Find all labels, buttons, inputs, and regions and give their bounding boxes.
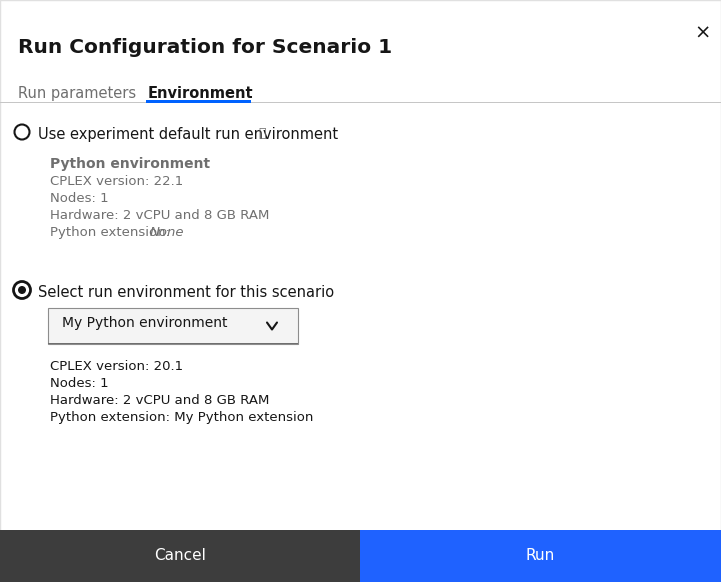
Text: Run: Run <box>526 548 555 563</box>
Text: ⓘ: ⓘ <box>258 127 265 140</box>
Text: ×: × <box>695 24 711 43</box>
Text: Python extension:: Python extension: <box>50 226 174 239</box>
Bar <box>48 343 298 344</box>
Circle shape <box>14 282 30 299</box>
Bar <box>146 100 251 103</box>
Text: Python environment: Python environment <box>50 157 210 171</box>
Text: Hardware: 2 vCPU and 8 GB RAM: Hardware: 2 vCPU and 8 GB RAM <box>50 394 270 407</box>
Bar <box>360 530 721 582</box>
Bar <box>0 102 721 103</box>
Text: Select run environment for this scenario: Select run environment for this scenario <box>38 285 334 300</box>
Text: Environment: Environment <box>148 86 254 101</box>
Circle shape <box>18 286 26 294</box>
Bar <box>48 308 298 344</box>
Text: Run parameters: Run parameters <box>18 86 136 101</box>
Text: My Python environment: My Python environment <box>62 316 228 330</box>
Text: Cancel: Cancel <box>154 548 206 563</box>
Text: Python extension: My Python extension: Python extension: My Python extension <box>50 411 314 424</box>
Text: Nodes: 1: Nodes: 1 <box>50 377 109 390</box>
Text: Nodes: 1: Nodes: 1 <box>50 192 109 205</box>
Text: CPLEX version: 22.1: CPLEX version: 22.1 <box>50 175 183 188</box>
Text: Hardware: 2 vCPU and 8 GB RAM: Hardware: 2 vCPU and 8 GB RAM <box>50 209 270 222</box>
Text: CPLEX version: 20.1: CPLEX version: 20.1 <box>50 360 183 373</box>
Text: None: None <box>150 226 185 239</box>
Text: Run Configuration for Scenario 1: Run Configuration for Scenario 1 <box>18 38 392 57</box>
Bar <box>0 530 360 582</box>
Text: Use experiment default run environment: Use experiment default run environment <box>38 127 338 142</box>
